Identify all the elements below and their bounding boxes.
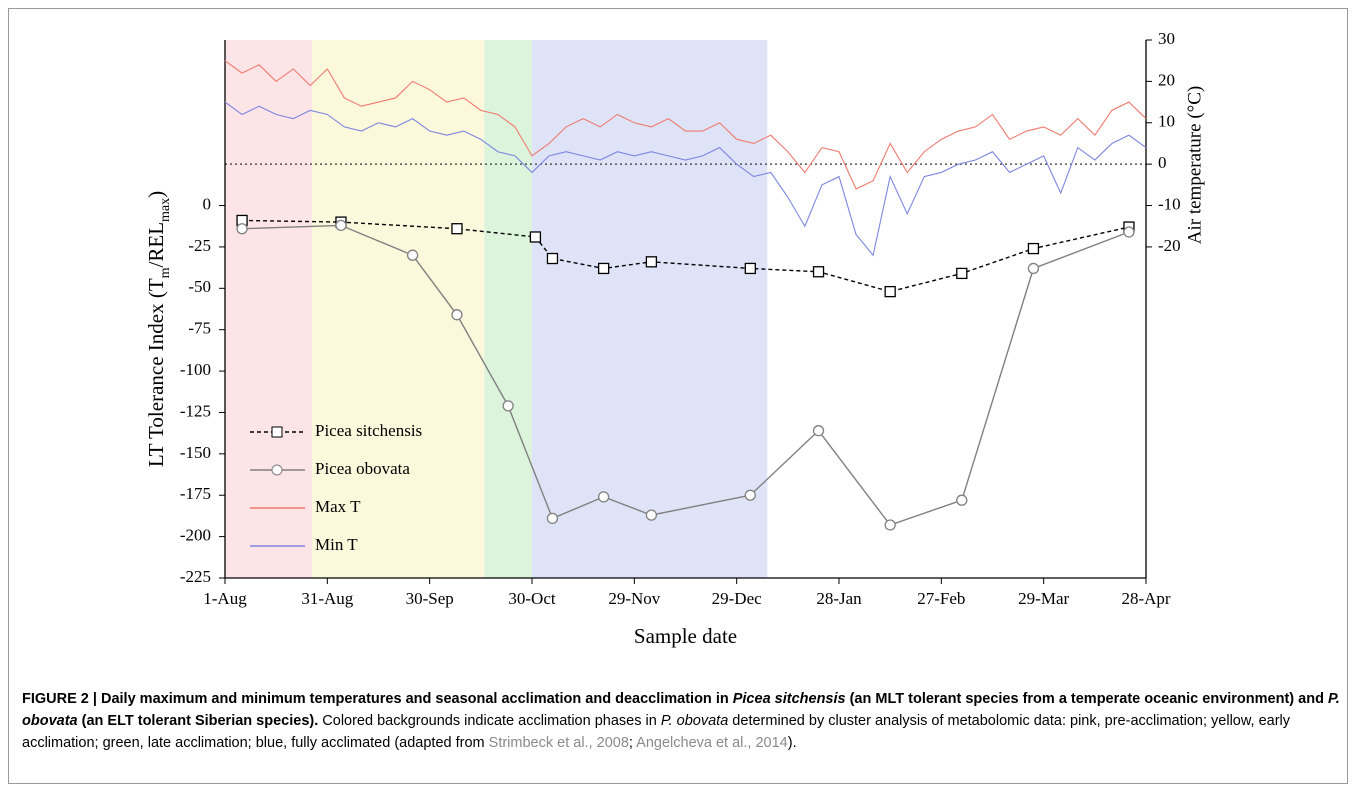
square-marker [1027,242,1040,255]
square-marker [546,252,559,265]
caption-run: ; [628,735,637,751]
y2-tick-label: 20 [1158,70,1175,89]
caption-run: FIGURE 2 | Daily maximum and minimum tem… [22,691,733,707]
chart: 0-25-50-75-100-125-150-175-200-225302010… [144,29,1206,648]
caption-run: P. obovata [22,691,1340,729]
y-tick-label: -225 [180,567,211,586]
y-tick-label: -50 [188,277,211,296]
caption-run: P. obovata [660,713,729,729]
y-axis-label-part: max [158,198,173,222]
y-axis-label-part: ) [144,191,168,198]
y-axis-label-part: LT Tolerance Index (T [144,278,168,467]
square-marker [645,256,658,268]
circle-marker [956,494,968,506]
x-tick-label: 1-Aug [203,589,247,608]
caption-run: (an ELT tolerant Siberian species). [77,713,319,729]
y-tick-label: -25 [188,236,211,255]
y-tick-label: 0 [203,194,212,213]
x-axis-label: Sample date [634,624,737,648]
circle-marker [451,309,463,321]
circle-marker [744,489,756,501]
caption-run: Strimbeck et al., 2008 [488,735,629,751]
square-marker [812,266,825,278]
y-tick-label: -150 [180,443,211,462]
x-tick-label: 29-Nov [608,589,660,608]
circle-marker [1027,262,1040,275]
square-marker [884,285,896,298]
x-tick-label: 28-Jan [816,589,862,608]
caption: FIGURE 2 | Daily maximum and minimum tem… [22,688,1342,754]
legend-label: Picea obovata [315,459,410,478]
legend-marker [271,464,283,476]
circle-marker [645,509,658,521]
circle-marker [406,249,419,261]
legend-label: Min T [315,535,358,554]
caption-run: Angelcheva et al., 2014 [636,735,788,751]
caption-run: (an MLT tolerant species from a temperat… [845,691,1328,707]
y2-tick-label: 30 [1158,29,1175,48]
circle-marker [812,425,825,437]
circle-marker [1123,226,1135,238]
y-axis-label: LT Tolerance Index (Tm/RELmax) [144,191,173,467]
phase-band [532,40,768,578]
y-tick-label: -200 [180,526,211,545]
legend-marker [271,426,283,438]
caption-run: ). [787,735,797,751]
square-marker [597,262,610,275]
series-line [242,224,1130,526]
y2-axis-label: Air temperature (°C) [1184,86,1205,244]
caption-run: Colored backgrounds indicate acclimation… [318,713,661,729]
x-tick-label: 27-Feb [917,589,965,608]
circle-marker [236,223,248,235]
square-marker [744,262,756,275]
x-tick-label: 30-Oct [508,589,555,608]
square-marker [956,267,968,280]
y-axis-label-part: /REL [144,222,168,268]
x-tick-label: 31-Aug [301,589,353,608]
legend-label: Max T [315,497,361,516]
y2-tick-label: 0 [1158,153,1167,172]
square-marker [529,231,542,243]
x-tick-label: 29-Mar [1018,589,1069,608]
phase-band [225,40,312,578]
circle-marker [335,219,347,232]
x-tick-label: 29-Dec [712,589,762,608]
y-axis-label-part: m [158,267,173,278]
phase-band [311,40,485,578]
x-tick-label: 28-Apr [1121,589,1170,608]
x-tick-label: 30-Sep [406,589,454,608]
figure-frame [8,8,1348,784]
y2-tick-label: -20 [1158,236,1181,255]
legend-label: Picea sitchensis [315,421,422,440]
circle-marker [597,491,610,503]
y-tick-label: -175 [180,484,211,503]
series-line [224,101,1147,257]
y-tick-label: -75 [188,319,211,338]
square-marker [451,223,463,235]
circle-marker [884,519,896,531]
circle-marker [502,400,514,412]
y2-tick-label: 10 [1158,112,1175,131]
circle-marker [546,512,559,525]
y-tick-label: -125 [180,401,211,420]
caption-run: Picea sitchensis [732,691,846,707]
caption-run: determined by cluster analysis of metabo… [22,713,1291,751]
y2-tick-label: -10 [1158,194,1181,213]
phase-band [484,40,532,578]
series-line [224,60,1147,190]
y-tick-label: -100 [180,360,211,379]
